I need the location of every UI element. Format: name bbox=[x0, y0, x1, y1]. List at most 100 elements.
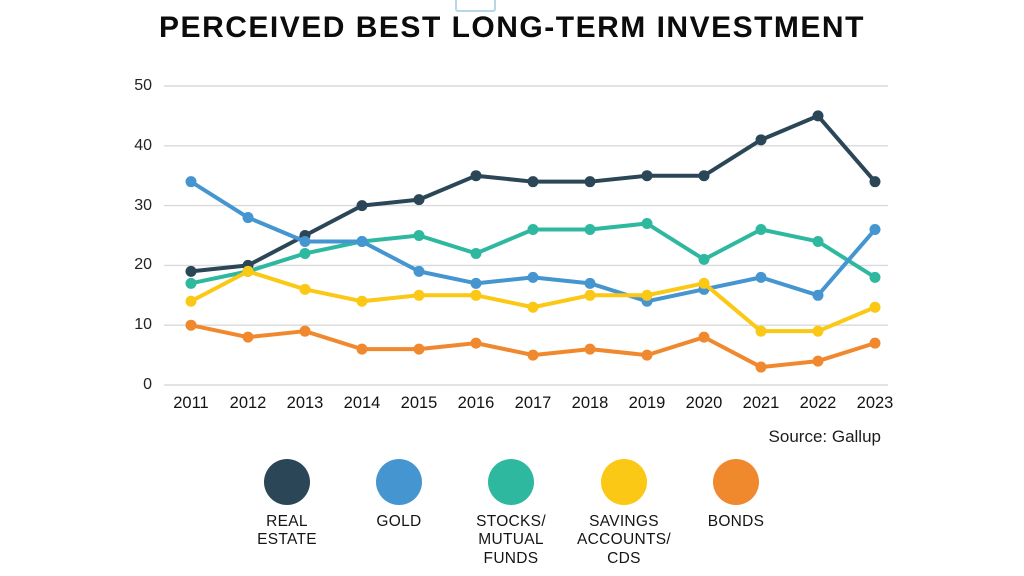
data-point-bonds-2013 bbox=[299, 325, 311, 337]
data-point-savings-accounts-cds-2021 bbox=[755, 325, 767, 337]
x-axis-label-2018: 2018 bbox=[571, 394, 609, 412]
data-point-gold-2017 bbox=[527, 271, 539, 283]
data-point-stocks-mutual-funds-2023 bbox=[869, 271, 881, 283]
x-axis-label-2014: 2014 bbox=[343, 394, 381, 412]
y-axis-label-20: 20 bbox=[134, 256, 152, 274]
data-point-bonds-2017 bbox=[527, 349, 539, 361]
data-point-savings-accounts-cds-2019 bbox=[641, 289, 653, 301]
legend-item-bonds: BONDS bbox=[674, 459, 798, 531]
series-bonds bbox=[185, 319, 881, 373]
data-point-gold-2014 bbox=[356, 235, 368, 247]
y-axis-label-10: 10 bbox=[134, 316, 152, 334]
x-axis-label-2016: 2016 bbox=[457, 394, 495, 412]
data-point-real-estate-2021 bbox=[755, 134, 767, 146]
data-point-bonds-2016 bbox=[470, 337, 482, 349]
data-point-stocks-mutual-funds-2022 bbox=[812, 235, 824, 247]
data-point-stocks-mutual-funds-2020 bbox=[698, 253, 710, 265]
data-point-bonds-2011 bbox=[185, 319, 197, 331]
data-point-savings-accounts-cds-2014 bbox=[356, 295, 368, 307]
data-point-real-estate-2017 bbox=[527, 176, 539, 188]
x-axis-label-2011: 2011 bbox=[173, 394, 209, 412]
series-gold bbox=[185, 176, 881, 307]
data-point-bonds-2021 bbox=[755, 361, 767, 373]
series-line-real-estate bbox=[189, 113, 877, 274]
data-point-bonds-2018 bbox=[584, 343, 596, 355]
data-point-gold-2021 bbox=[755, 271, 767, 283]
legend-item-real-estate: REAL ESTATE bbox=[225, 459, 349, 550]
data-point-gold-2023 bbox=[869, 224, 881, 236]
data-point-savings-accounts-cds-2016 bbox=[470, 289, 482, 301]
data-point-stocks-mutual-funds-2011 bbox=[185, 277, 197, 289]
data-point-gold-2022 bbox=[812, 289, 824, 301]
y-axis-label-0: 0 bbox=[143, 376, 152, 393]
data-point-bonds-2012 bbox=[242, 331, 254, 343]
data-point-bonds-2022 bbox=[812, 355, 824, 367]
data-point-stocks-mutual-funds-2015 bbox=[413, 230, 425, 241]
page-edge-snippet bbox=[455, 0, 496, 12]
chart-title: PERCEIVED BEST LONG-TERM INVESTMENT bbox=[159, 11, 865, 44]
data-point-stocks-mutual-funds-2017 bbox=[527, 224, 539, 236]
data-point-savings-accounts-cds-2020 bbox=[698, 277, 710, 289]
legend-swatch-bonds bbox=[713, 459, 759, 505]
y-axis-label-30: 30 bbox=[134, 196, 152, 214]
x-axis-label-2022: 2022 bbox=[799, 394, 837, 412]
data-point-savings-accounts-cds-2017 bbox=[527, 301, 539, 313]
data-point-stocks-mutual-funds-2019 bbox=[641, 218, 653, 230]
y-axis-label-40: 40 bbox=[134, 136, 152, 154]
legend-label-bonds: BONDS bbox=[707, 513, 765, 530]
data-point-gold-2015 bbox=[413, 265, 425, 277]
legend-swatch-stocks-mutual-funds bbox=[488, 459, 534, 505]
x-axis-label-2021: 2021 bbox=[742, 394, 780, 412]
legend-item-gold: GOLD bbox=[337, 459, 461, 531]
data-point-gold-2012 bbox=[242, 212, 254, 224]
x-axis-label-2017: 2017 bbox=[514, 394, 552, 412]
legend-label-savings-accounts-cds: SAVINGS ACCOUNTS/ CDS bbox=[577, 513, 671, 567]
data-point-stocks-mutual-funds-2018 bbox=[584, 224, 596, 236]
data-point-gold-2013 bbox=[299, 235, 311, 247]
legend-item-stocks-mutual-funds: STOCKS/ MUTUAL FUNDS bbox=[449, 459, 573, 568]
data-point-gold-2018 bbox=[584, 277, 596, 289]
data-point-real-estate-2014 bbox=[356, 200, 368, 212]
data-point-savings-accounts-cds-2023 bbox=[869, 301, 881, 313]
series-real-estate bbox=[185, 110, 881, 277]
legend-label-stocks-mutual-funds: STOCKS/ MUTUAL FUNDS bbox=[476, 513, 546, 567]
x-axis-label-2023: 2023 bbox=[856, 394, 894, 412]
data-point-real-estate-2019 bbox=[641, 170, 653, 182]
x-axis-label-2013: 2013 bbox=[286, 394, 324, 412]
legend-swatch-real-estate bbox=[264, 459, 310, 505]
x-axis-label-2012: 2012 bbox=[229, 394, 267, 412]
data-point-savings-accounts-cds-2015 bbox=[413, 289, 425, 301]
data-point-real-estate-2020 bbox=[698, 170, 710, 182]
data-point-savings-accounts-cds-2013 bbox=[299, 283, 311, 295]
data-point-bonds-2015 bbox=[413, 343, 425, 355]
data-point-stocks-mutual-funds-2013 bbox=[299, 247, 311, 259]
x-axis-label-2019: 2019 bbox=[628, 394, 666, 412]
data-point-real-estate-2015 bbox=[413, 194, 425, 206]
data-point-savings-accounts-cds-2012 bbox=[242, 265, 254, 277]
legend-label-gold: GOLD bbox=[376, 513, 422, 530]
data-point-bonds-2020 bbox=[698, 331, 710, 343]
data-point-real-estate-2016 bbox=[470, 170, 482, 182]
legend-label-real-estate: REAL ESTATE bbox=[257, 513, 317, 549]
legend-item-savings-accounts-cds: SAVINGS ACCOUNTS/ CDS bbox=[562, 459, 686, 568]
x-axis-label-2015: 2015 bbox=[400, 394, 438, 412]
data-point-real-estate-2022 bbox=[812, 110, 824, 122]
data-point-gold-2011 bbox=[185, 176, 197, 188]
data-point-bonds-2014 bbox=[356, 343, 368, 355]
data-point-savings-accounts-cds-2011 bbox=[185, 295, 197, 307]
data-point-bonds-2019 bbox=[641, 349, 653, 361]
data-point-stocks-mutual-funds-2016 bbox=[470, 247, 482, 259]
data-point-bonds-2023 bbox=[869, 337, 881, 349]
legend-swatch-savings-accounts-cds bbox=[601, 459, 647, 505]
data-point-real-estate-2011 bbox=[185, 265, 197, 277]
data-point-real-estate-2018 bbox=[584, 176, 596, 188]
data-point-savings-accounts-cds-2018 bbox=[584, 289, 596, 301]
legend-swatch-gold bbox=[376, 459, 422, 505]
data-point-stocks-mutual-funds-2021 bbox=[755, 224, 767, 236]
source-caption: Source: Gallup bbox=[768, 427, 881, 446]
x-axis-label-2020: 2020 bbox=[685, 394, 723, 412]
y-axis-label-50: 50 bbox=[134, 77, 152, 94]
